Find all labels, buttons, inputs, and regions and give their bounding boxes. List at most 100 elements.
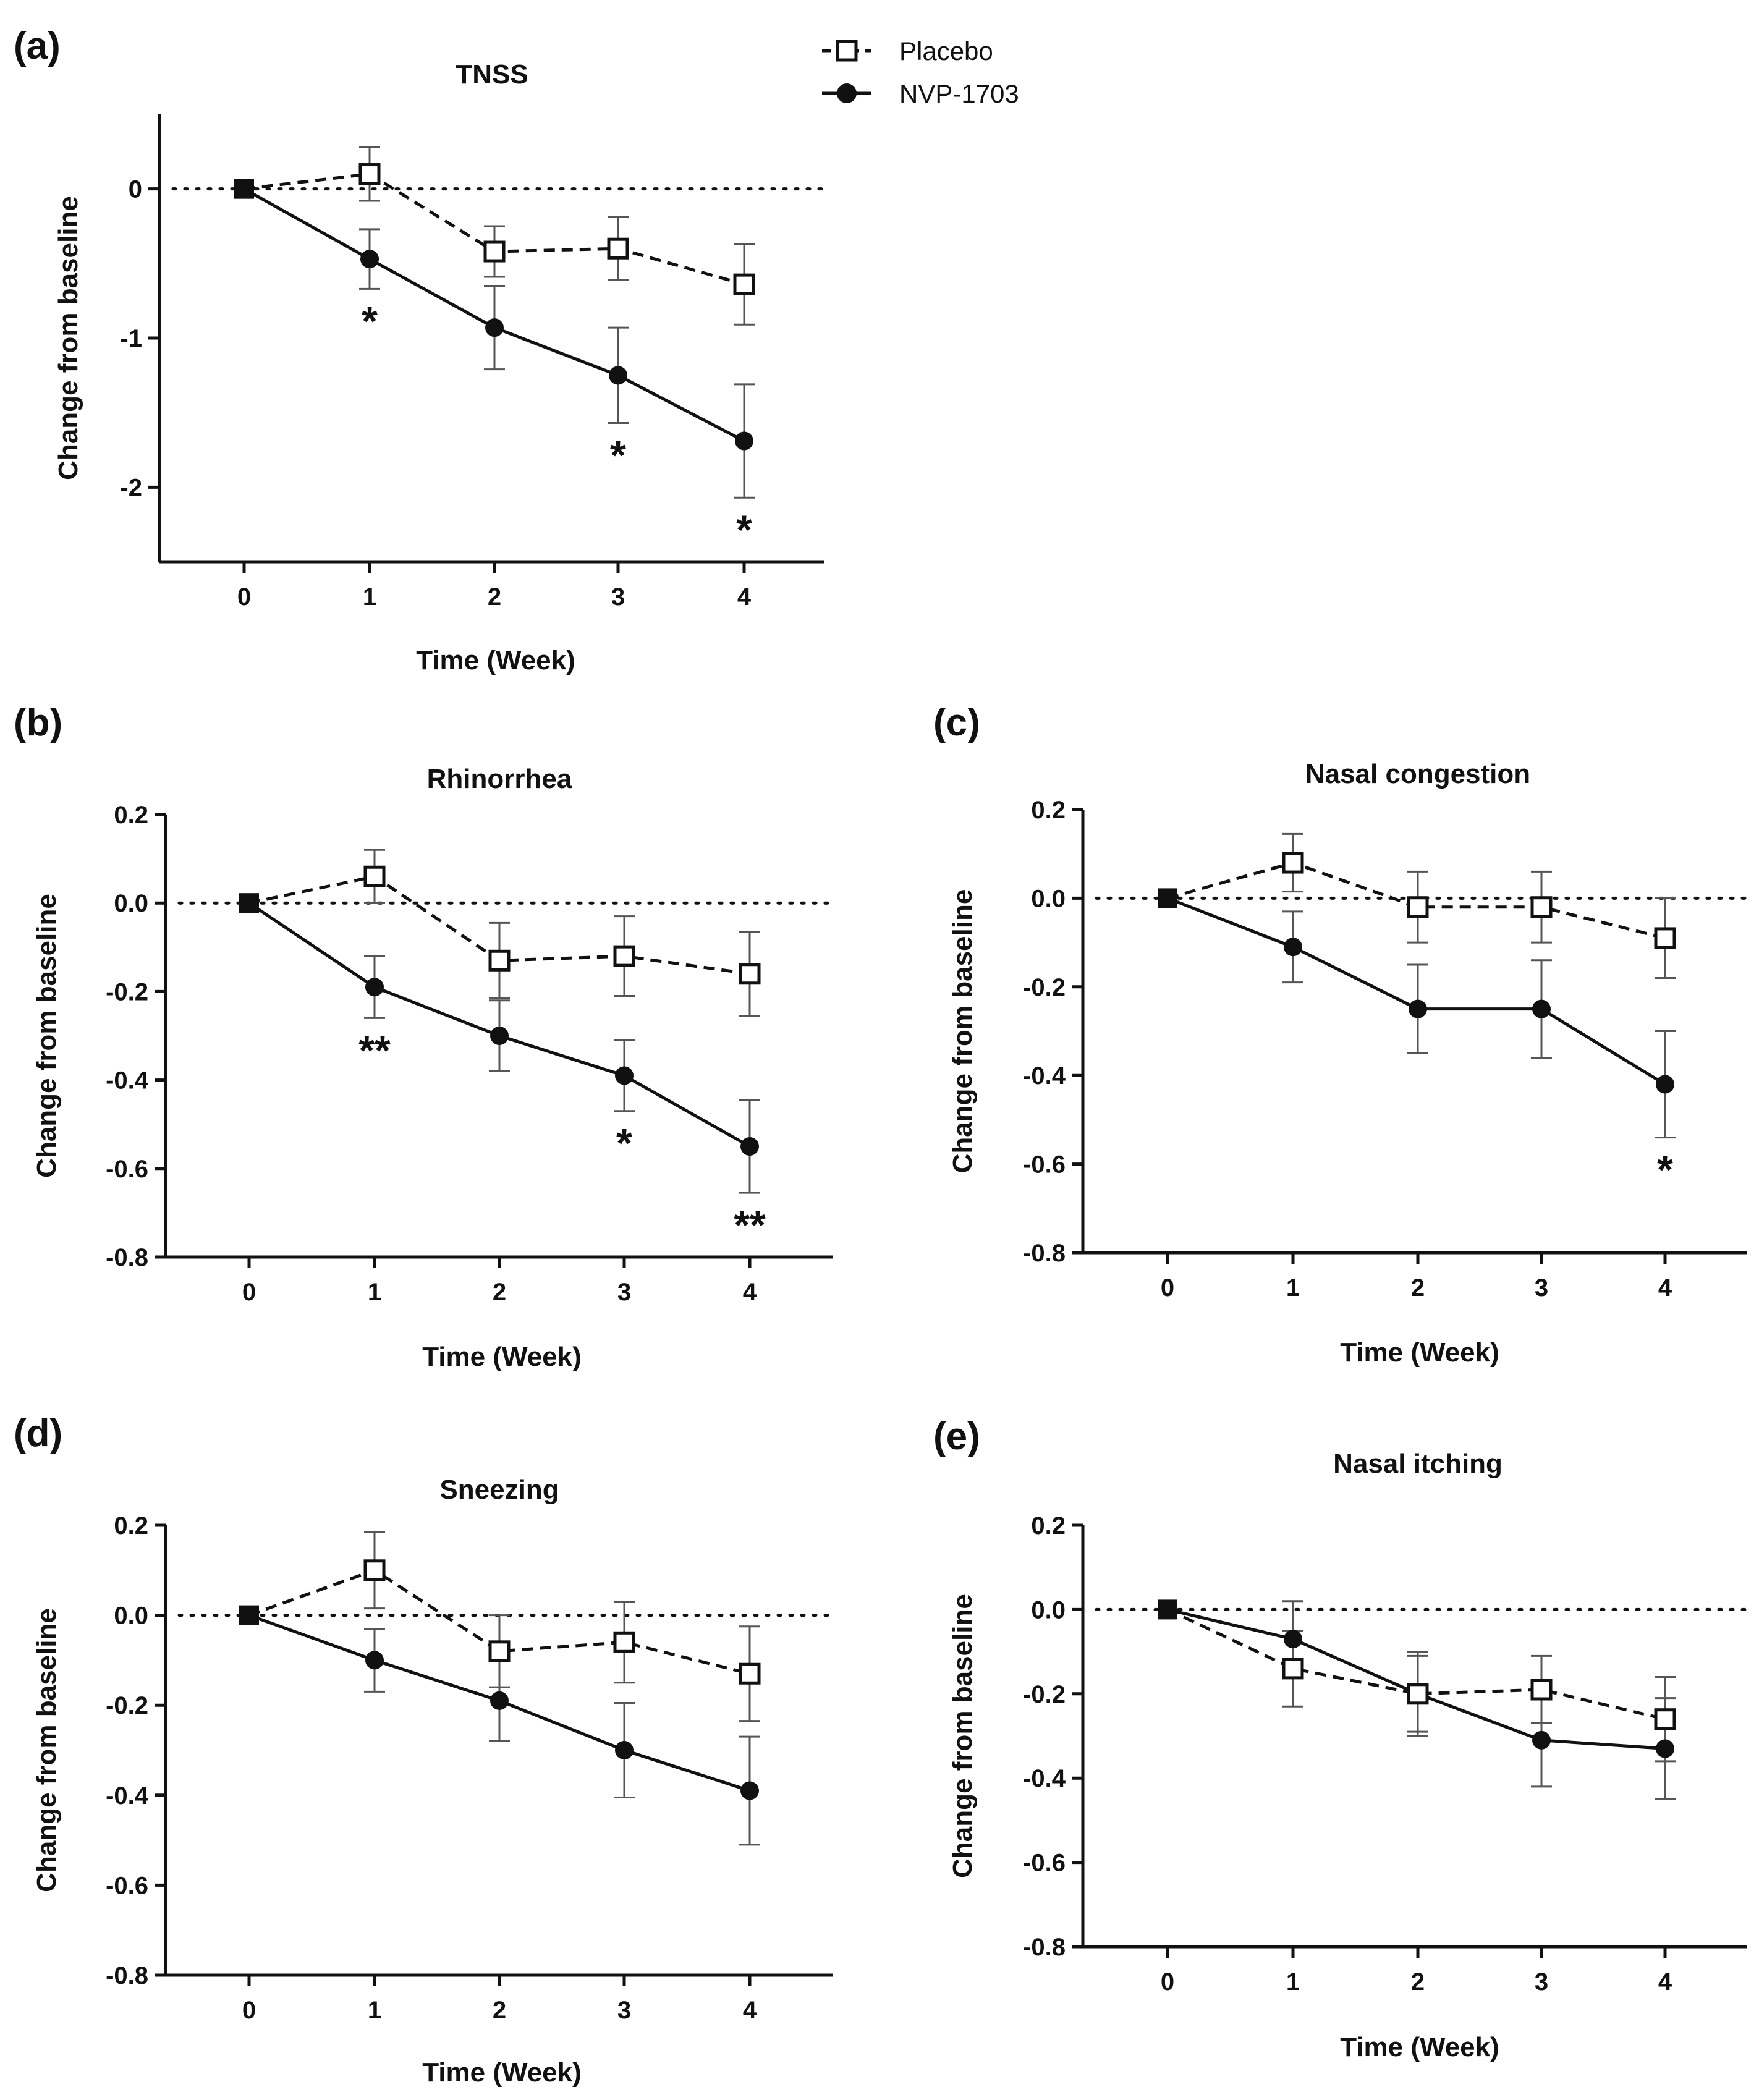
- y-tick-label: -0.8: [106, 1962, 148, 1989]
- x-tick-label: 4: [743, 1279, 757, 1306]
- x-tick-label: 2: [493, 1997, 506, 2024]
- y-tick-label: 0.0: [114, 890, 148, 917]
- panel-b: (b) Rhinorrhea 0.2 0.0 -0.2 -0.4 -0.6 -0.8 0 1 2 3 4…: [14, 701, 835, 1372]
- panel-d: (d) Sneezing 0.2 0.0 -0.2 -0.4 -0.6 -0.8 0 1 2 3 4 Ti…: [14, 1412, 835, 2088]
- nvp-point: [1284, 938, 1302, 957]
- y-tick-label: -2: [120, 474, 142, 501]
- y-tick-label: -0.2: [1023, 1681, 1066, 1708]
- placebo-point: [1654, 1708, 1676, 1730]
- y-axis-label: Change from baseline: [53, 196, 83, 480]
- x-tick-label: 4: [1658, 1968, 1672, 1996]
- y-tick-label: -0.4: [106, 1782, 149, 1810]
- placebo-point: [1282, 852, 1304, 874]
- placebo-point: [739, 963, 761, 985]
- x-tick-label: 4: [743, 1997, 757, 2024]
- x-tick-label: 1: [368, 1997, 381, 2024]
- x-tick-label: 4: [1658, 1274, 1672, 1302]
- significance-mark: **: [734, 1202, 766, 1248]
- y-tick-label: -0.4: [1023, 1765, 1066, 1792]
- nvp-point: [1656, 1739, 1674, 1758]
- significance-mark: *: [1657, 1147, 1673, 1193]
- placebo-point: [363, 1559, 386, 1581]
- y-tick-label: 0.0: [1031, 1596, 1066, 1624]
- placebo-point: [733, 273, 755, 295]
- x-axis-label: Time (Week): [422, 1342, 582, 1372]
- x-axis-label: Time (Week): [1340, 1337, 1499, 1368]
- x-tick-label: 1: [1286, 1968, 1300, 1996]
- x-tick-label: 3: [617, 1997, 631, 2024]
- nvp-point: [1532, 1730, 1551, 1750]
- baseline-point: [239, 1605, 259, 1625]
- placebo-point: [488, 1640, 511, 1662]
- nvp-point: [490, 1691, 509, 1710]
- panel-label: (c): [933, 701, 980, 744]
- nvp-point: [615, 1741, 634, 1759]
- legend-entry-placebo: Placebo: [822, 36, 993, 66]
- y-tick-label: 0.2: [1031, 1512, 1066, 1539]
- placebo-point: [613, 945, 635, 967]
- y-tick-label: -0.6: [1023, 1151, 1066, 1179]
- legend-placebo-marker: [836, 40, 858, 62]
- placebo-point: [1530, 1679, 1553, 1701]
- x-tick-label: 2: [1411, 1968, 1425, 1996]
- placebo-point: [488, 949, 511, 972]
- x-tick-label: 0: [237, 583, 251, 611]
- x-tick-label: 3: [1535, 1274, 1548, 1302]
- y-tick-label: -0.4: [106, 1067, 149, 1094]
- panel-label: (a): [14, 25, 61, 67]
- panel-title: Sneezing: [439, 1475, 559, 1505]
- x-tick-label: 4: [737, 583, 752, 611]
- placebo-point: [1407, 896, 1429, 918]
- placebo-point: [1282, 1658, 1304, 1680]
- significance-mark: **: [358, 1027, 391, 1073]
- x-tick-label: 0: [242, 1279, 256, 1306]
- nvp-point: [1656, 1075, 1674, 1094]
- legend-placebo-label: Placebo: [899, 36, 993, 66]
- y-tick-label: -0.4: [1023, 1062, 1066, 1090]
- x-tick-label: 3: [617, 1279, 631, 1306]
- placebo-point: [739, 1662, 761, 1685]
- x-tick-label: 3: [611, 583, 625, 611]
- panel-e: (e) Nasal itching 0.2 0.0 -0.2 -0.4 -0.6 -0.8 0 1…: [933, 1415, 1748, 2062]
- y-axis-label: Change from baseline: [947, 889, 978, 1174]
- legend-nvp-marker: [837, 83, 857, 103]
- placebo-series-line: [1166, 1608, 1666, 1721]
- x-tick-label: 3: [1535, 1968, 1548, 1996]
- placebo-point: [358, 163, 381, 185]
- nvp-point: [735, 431, 753, 451]
- y-tick-label: -0.8: [106, 1244, 148, 1271]
- nvp-point: [365, 1651, 384, 1670]
- y-tick-label: 0.2: [114, 1512, 148, 1539]
- nvp-point: [615, 1066, 634, 1085]
- placebo-series-line: [248, 1569, 750, 1675]
- y-axis-label: Change from baseline: [32, 894, 62, 1178]
- nvp-point: [609, 366, 627, 385]
- x-tick-label: 2: [488, 583, 501, 611]
- x-axis-label: Time (Week): [416, 645, 575, 675]
- panel-title: Nasal itching: [1333, 1449, 1503, 1479]
- y-axis-label: Change from baseline: [32, 1608, 62, 1892]
- nvp-point: [1284, 1630, 1302, 1649]
- panel-title: Nasal congestion: [1305, 759, 1530, 789]
- legend: Placebo NVP-1703: [822, 36, 1019, 108]
- y-tick-label: -0.8: [1023, 1934, 1066, 1961]
- legend-nvp-label: NVP-1703: [899, 79, 1019, 108]
- x-tick-label: 2: [1411, 1274, 1425, 1302]
- y-tick-label: -0.2: [106, 1692, 148, 1719]
- x-tick-label: 0: [242, 1997, 256, 2024]
- y-tick-label: 0.2: [114, 802, 148, 829]
- nvp-point: [1409, 999, 1427, 1018]
- y-tick-label: 0.2: [1031, 797, 1066, 824]
- y-tick-label: -0.2: [1023, 974, 1066, 1001]
- x-axis-label: Time (Week): [1340, 2032, 1499, 2062]
- x-tick-label: 2: [493, 1279, 506, 1306]
- y-tick-label: -0.6: [1023, 1850, 1066, 1877]
- placebo-point: [613, 1631, 635, 1653]
- significance-mark: *: [362, 298, 378, 344]
- nvp-point: [740, 1781, 759, 1800]
- panel-label: (d): [14, 1412, 62, 1455]
- nvp-point: [490, 1027, 509, 1045]
- y-tick-label: -0.8: [1023, 1240, 1066, 1267]
- x-tick-label: 1: [368, 1279, 381, 1306]
